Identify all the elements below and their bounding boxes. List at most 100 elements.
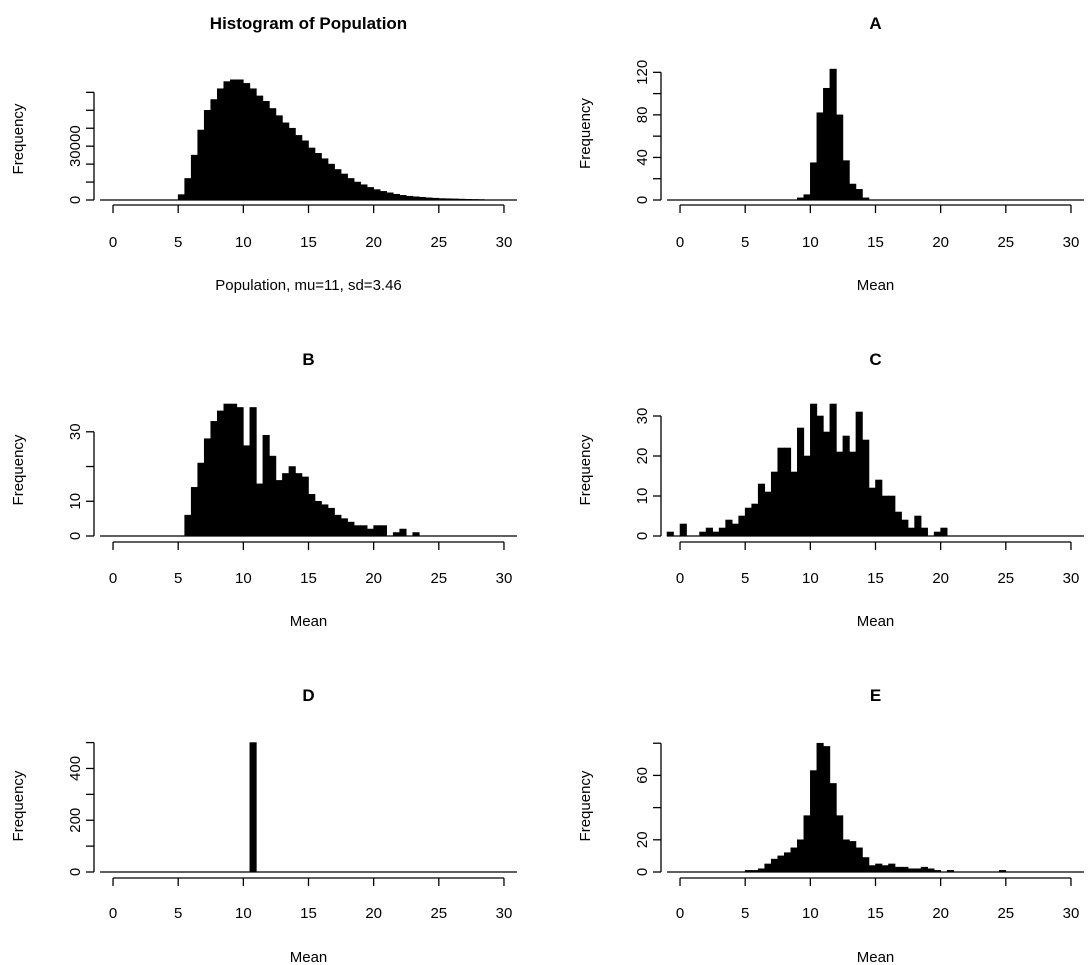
x-tick-label: 0 (676, 234, 684, 251)
histogram-bar (314, 500, 322, 537)
histogram-bar (679, 523, 687, 537)
histogram-bar (262, 101, 270, 201)
y-axis-label: Frequency (577, 770, 594, 841)
x-tick-label: 25 (430, 905, 447, 922)
histogram-bar (223, 403, 231, 537)
histogram-panel: 0 5 10 15 20 25 30 0 20 60 E Mean Frequency (577, 686, 1084, 965)
histogram-bar (184, 514, 192, 537)
histogram-bar (888, 495, 896, 537)
x-tick-label: 10 (802, 234, 819, 251)
histogram-bar (275, 115, 283, 201)
histogram-bar (770, 858, 779, 873)
x-tick-label: 0 (109, 570, 117, 587)
histogram-bar (203, 438, 212, 537)
x-tick-label: 15 (300, 905, 317, 922)
histogram-bar (353, 525, 361, 537)
x-tick-label: 20 (365, 905, 382, 922)
panel-title: B (302, 350, 314, 369)
histogram-bar (875, 479, 883, 537)
y-axis-label: Frequency (577, 98, 594, 169)
y-tick-label: 20 (634, 448, 651, 465)
x-tick-label: 10 (235, 570, 252, 587)
y-tick-label: 30000 (67, 125, 84, 167)
histogram-bar (855, 189, 863, 201)
histogram-bar (288, 466, 296, 537)
histogram-bar (868, 865, 876, 873)
histogram-bar (314, 153, 322, 201)
histogram-bar (184, 178, 192, 201)
histogram-bar (803, 194, 811, 201)
histogram-bar (855, 847, 863, 873)
histogram-bar (379, 191, 387, 201)
histogram-bar (875, 863, 883, 873)
histogram-bar (810, 770, 818, 873)
histogram-bar (340, 173, 348, 201)
x-tick-label: 20 (365, 234, 382, 251)
panel-title: E (870, 686, 881, 705)
y-tick-label: 40 (634, 149, 651, 166)
histogram-panel: 0 5 10 15 20 25 30 0 30000 Histogram of Populatio… (10, 14, 517, 294)
histogram-panel: 0 5 10 15 20 25 30 0 10 20 30 C Mean Frequency (577, 350, 1084, 630)
histogram-bar (881, 865, 889, 873)
histogram-bar (803, 815, 811, 873)
panel-title: A (869, 14, 881, 33)
histogram-bar (777, 855, 785, 873)
histogram-bar (764, 863, 772, 873)
x-axis-label: Mean (290, 949, 328, 965)
histogram-bar (275, 480, 283, 537)
histogram-bar (862, 857, 870, 873)
y-tick-label: 10 (634, 488, 651, 505)
histogram-bar (216, 410, 225, 537)
histogram-bar (282, 473, 290, 537)
histogram-bar (223, 81, 231, 201)
histogram-bar (849, 183, 857, 201)
histogram-bar (718, 527, 726, 537)
histogram-bar (269, 108, 277, 201)
histogram-bar (842, 435, 850, 537)
histogram-bar (770, 471, 779, 537)
histogram-bar (849, 841, 857, 873)
histogram-bar (373, 189, 381, 201)
histogram-bar (230, 403, 238, 537)
histogram-bar (392, 193, 401, 201)
x-axis-label: Mean (290, 613, 328, 630)
x-tick-label: 30 (1063, 570, 1080, 587)
histogram-bar (288, 127, 296, 201)
histogram-bar (940, 527, 948, 537)
histogram-bar (751, 503, 759, 537)
x-tick-label: 15 (300, 234, 317, 251)
histogram-bar (353, 181, 361, 201)
x-tick-label: 5 (174, 905, 182, 922)
y-tick-label: 0 (67, 868, 84, 876)
histogram-bar (197, 462, 205, 537)
y-tick-label: 400 (67, 756, 84, 781)
x-tick-label: 20 (932, 905, 949, 922)
histogram-bar (738, 515, 746, 537)
histogram-bar (190, 154, 199, 201)
histogram-bar (373, 525, 381, 537)
histogram-bar (836, 114, 844, 201)
x-tick-label: 5 (741, 905, 749, 922)
histogram-bar (777, 447, 785, 537)
histogram-bar (810, 162, 818, 201)
histogram-bar (243, 83, 251, 201)
histogram-bar (744, 507, 753, 537)
y-tick-label: 20 (634, 831, 651, 848)
histogram-bar (334, 514, 342, 537)
histogram-bar (282, 122, 290, 201)
x-axis-label: Mean (857, 949, 895, 965)
histogram-bar (327, 507, 335, 537)
x-axis-label: Mean (857, 277, 895, 294)
histogram-panel: 0 5 10 15 20 25 30 0 40 80 120 A Mean Frequency (577, 14, 1084, 294)
histogram-bar (823, 87, 831, 201)
histogram-bar (803, 455, 811, 537)
histogram-bar (907, 527, 915, 537)
histogram-bar (334, 169, 342, 201)
histogram-bar (920, 527, 928, 537)
histogram-bar (829, 403, 837, 537)
histogram-panel: 0 5 10 15 20 25 30 0 10 30 B Mean Frequency (10, 350, 517, 630)
histogram-bar (705, 527, 713, 537)
y-tick-label: 10 (67, 493, 84, 510)
x-tick-label: 5 (741, 234, 749, 251)
histogram-bar (797, 427, 805, 537)
